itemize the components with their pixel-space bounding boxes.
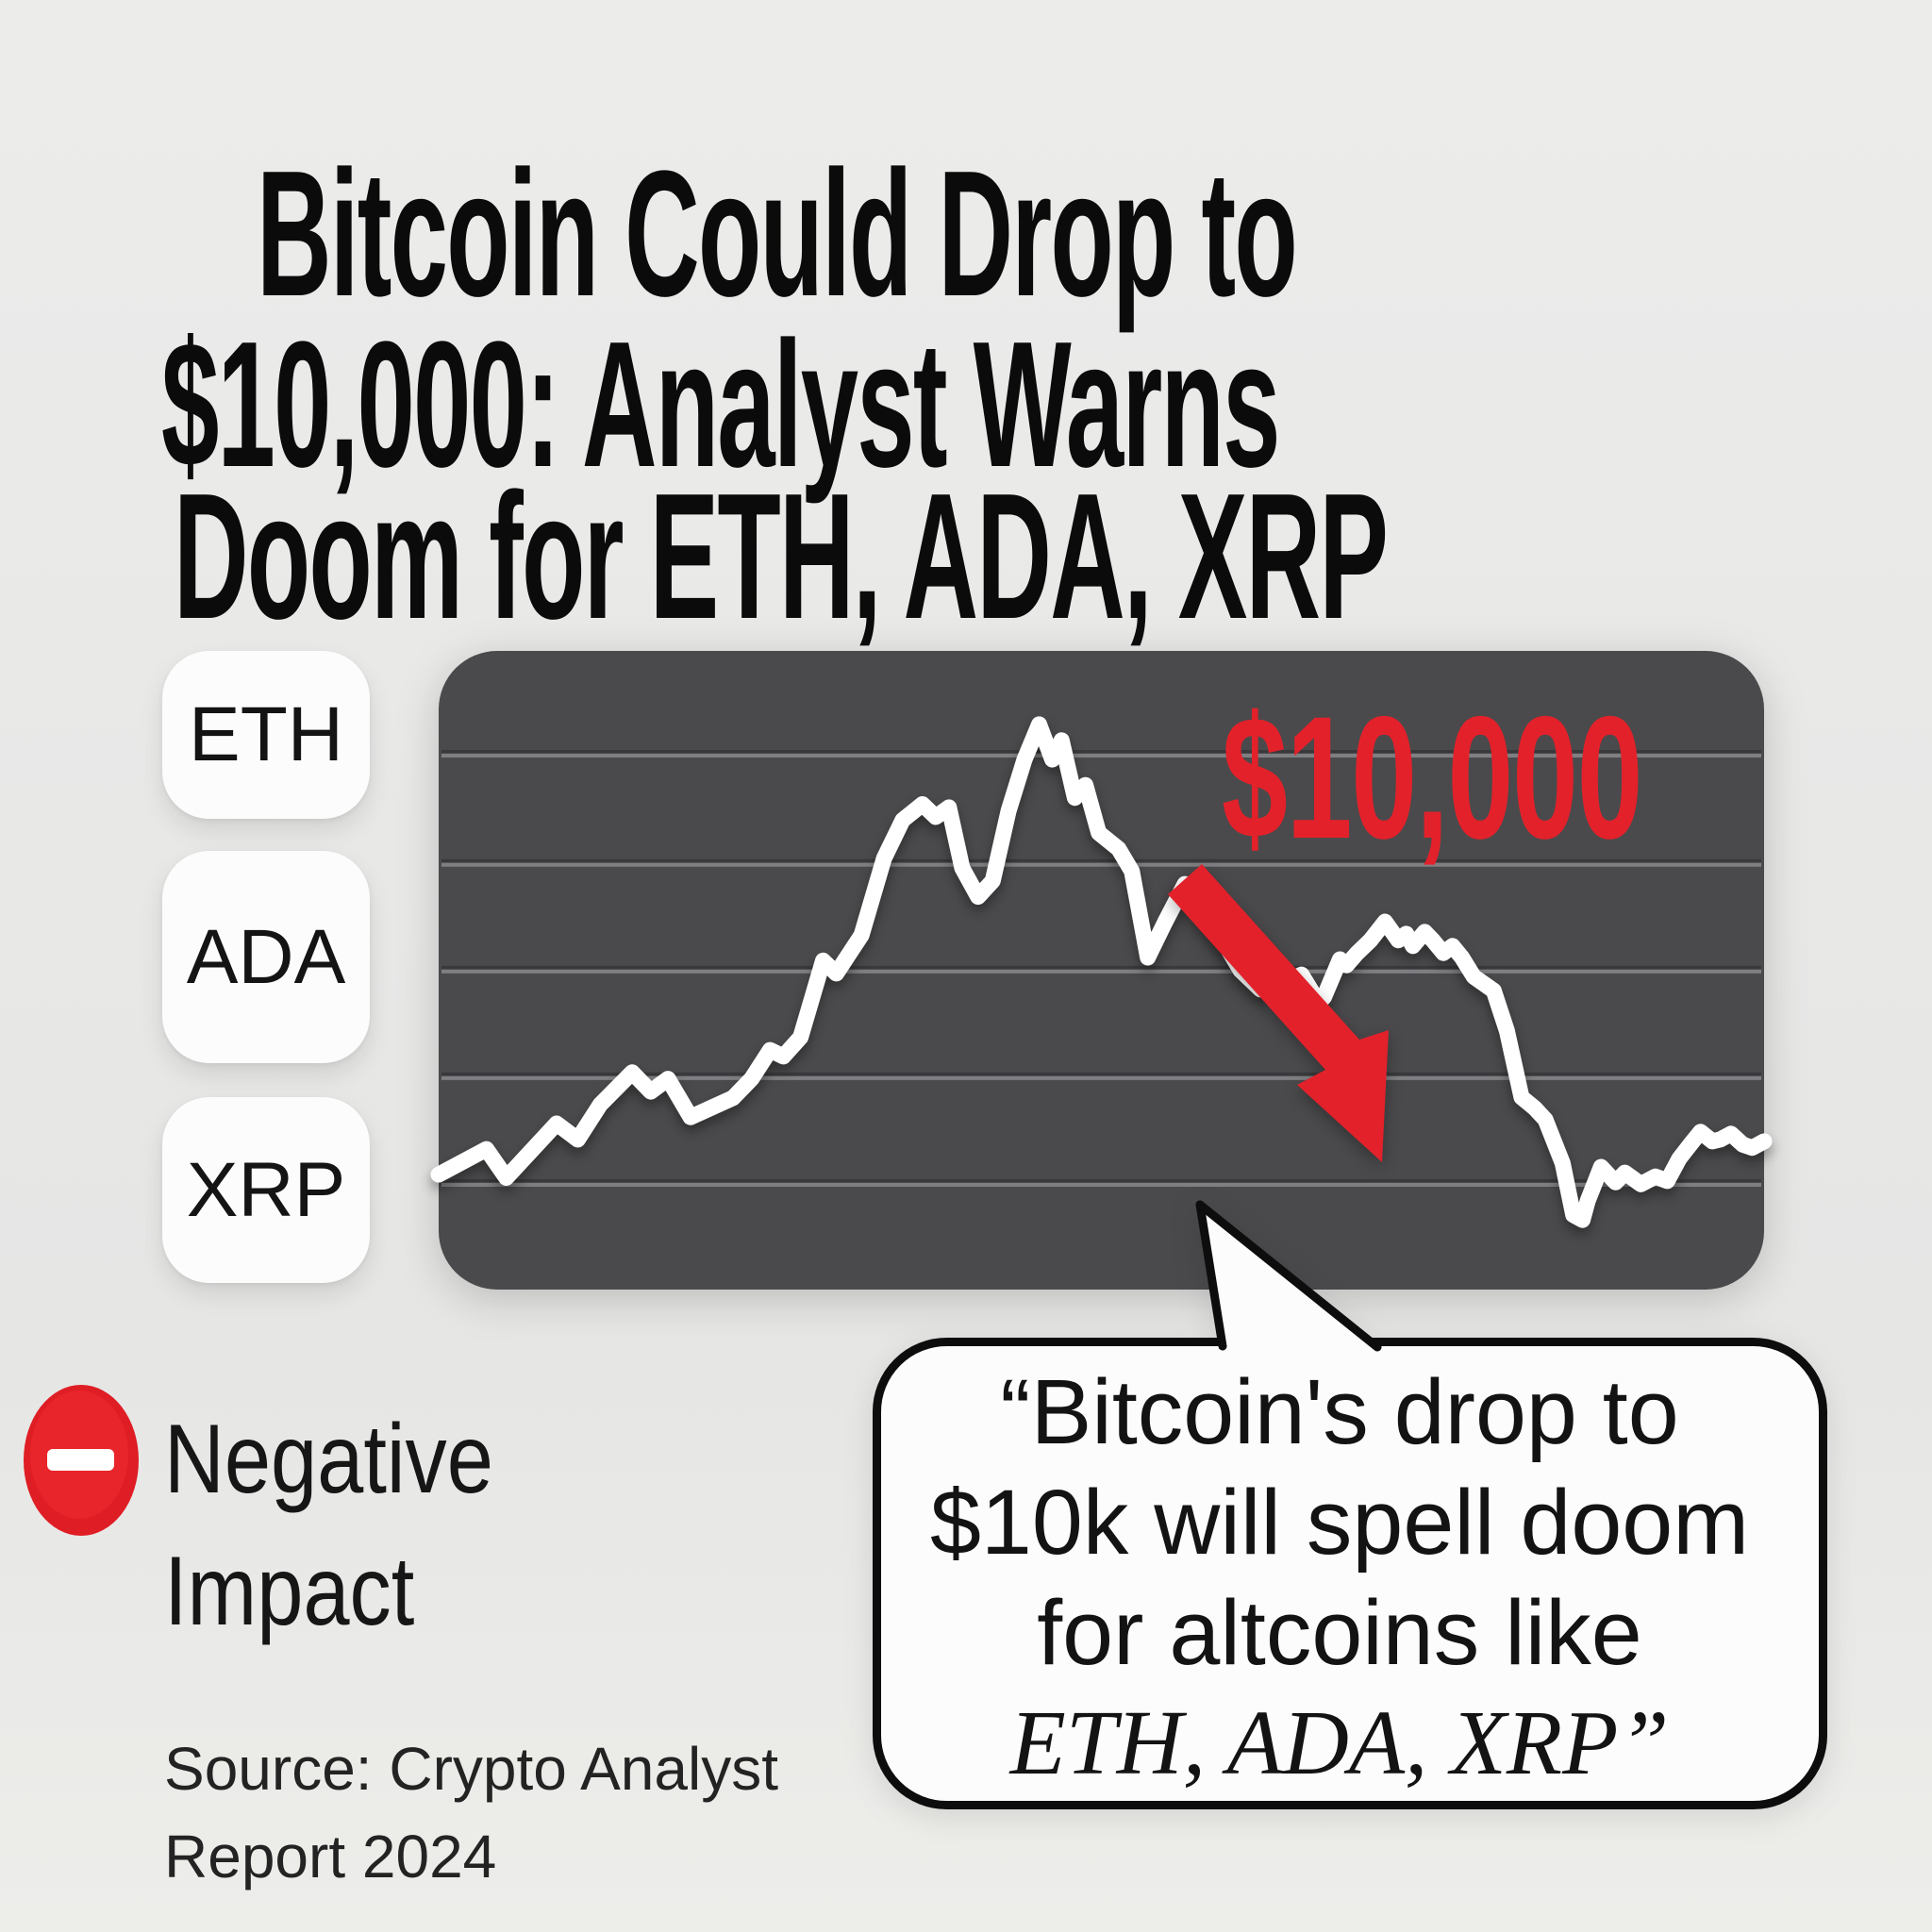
analyst-quote: “Bitcoin's drop to $10k will spell doom … xyxy=(896,1356,1783,1799)
speech-bubble xyxy=(873,1200,1827,1809)
headline-line-1: Bitcoin Could Drop to xyxy=(257,134,1298,334)
coin-pill-xrp: XRP xyxy=(162,1097,370,1283)
crash-arrow-icon xyxy=(1168,864,1389,1162)
legend-negative-impact: Negative Impact xyxy=(164,1405,493,1646)
speech-bubble-tail-edge xyxy=(1195,1200,1382,1352)
price-annotation: $10,000 xyxy=(1222,681,1643,875)
speech-bubble-tail-edge xyxy=(1195,1200,1227,1351)
source-note: Source: Crypto Analyst Report 2024 xyxy=(164,1725,778,1901)
coin-pill-label: ETH xyxy=(189,691,343,777)
headline-line-2: $10,000: Analyst Warns xyxy=(161,305,1280,505)
coin-pill-ada: ADA xyxy=(162,851,370,1063)
coin-pill-label: ADA xyxy=(186,913,346,1000)
quote-line-4: ETH, ADA, XRP” xyxy=(1009,1692,1670,1793)
coin-pill-eth: ETH xyxy=(162,651,370,819)
coin-pill-label: XRP xyxy=(186,1146,346,1233)
chart-gridlines xyxy=(441,750,1761,1187)
headline-line-3: Doom for ETH, ADA, XRP xyxy=(174,457,1389,657)
minus-circle-icon xyxy=(24,1385,139,1536)
source-line-2: Report 2024 xyxy=(164,1823,497,1890)
quote-line-3: for altcoins like xyxy=(1037,1581,1642,1684)
source-line-1: Source: Crypto Analyst xyxy=(164,1735,778,1803)
quote-line-2: $10k will spell doom xyxy=(929,1471,1750,1574)
quote-line-1: “Bitcoin's drop to xyxy=(1000,1360,1679,1463)
